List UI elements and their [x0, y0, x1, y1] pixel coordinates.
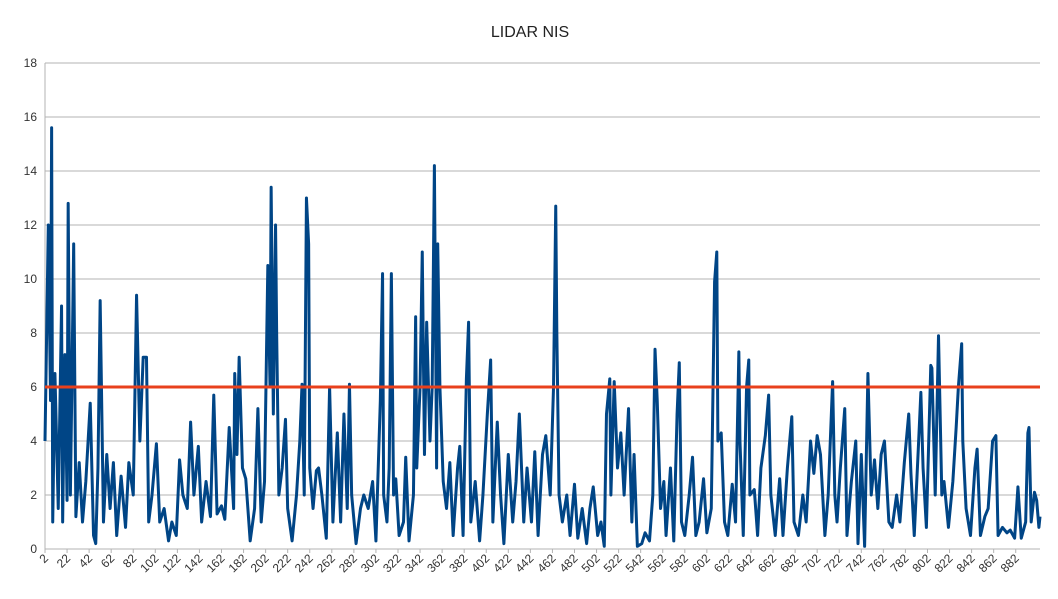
y-tick-label: 10 [24, 272, 38, 286]
x-tick-label: 462 [534, 551, 558, 575]
x-tick-label: 2 [36, 551, 51, 566]
x-tick-label: 542 [623, 551, 647, 575]
x-tick-label: 42 [76, 551, 96, 571]
x-tick-label: 622 [711, 551, 735, 575]
x-tick-label: 682 [777, 551, 801, 575]
x-tick-label: 422 [490, 551, 514, 575]
x-tick-label: 642 [733, 551, 757, 575]
x-tick-label: 582 [667, 551, 691, 575]
x-tick-label: 842 [954, 551, 978, 575]
x-tick-label: 122 [159, 551, 183, 575]
x-tick-label: 302 [358, 551, 382, 575]
x-tick-label: 262 [314, 551, 338, 575]
x-tick-label: 342 [402, 551, 426, 575]
y-tick-label: 12 [24, 218, 38, 232]
x-tick-label: 662 [755, 551, 779, 575]
x-tick-label: 402 [468, 551, 492, 575]
x-tick-label: 142 [181, 551, 205, 575]
plot [43, 126, 1042, 548]
x-tick-label: 82 [120, 551, 140, 571]
y-tick-label: 2 [30, 488, 37, 502]
x-tick-label: 502 [579, 551, 603, 575]
chart-title: LIDAR NIS [491, 24, 569, 41]
y-tick-label: 6 [30, 380, 37, 394]
x-tick-label: 22 [54, 551, 74, 571]
x-tick-label: 602 [689, 551, 713, 575]
x-tick-label: 742 [843, 551, 867, 575]
x-tick-label: 782 [887, 551, 911, 575]
data-line [43, 126, 1042, 548]
x-tick-label: 282 [336, 551, 360, 575]
x-tick-label: 202 [248, 551, 272, 575]
x-tick-label: 62 [98, 551, 118, 571]
x-tick-label: 362 [424, 551, 448, 575]
x-tick-label: 322 [380, 551, 404, 575]
x-tick-label: 382 [446, 551, 470, 575]
x-tick-label: 722 [821, 551, 845, 575]
y-tick-label: 0 [30, 542, 37, 556]
x-tick-label: 862 [976, 551, 1000, 575]
y-tick-label: 14 [24, 164, 38, 178]
x-tick-label: 242 [292, 551, 316, 575]
x-tick-label: 222 [270, 551, 294, 575]
y-tick-label: 16 [24, 110, 38, 124]
x-tick-label: 822 [932, 551, 956, 575]
x-tick-label: 102 [137, 551, 161, 575]
y-tick-label: 18 [24, 56, 38, 70]
y-tick-label: 8 [30, 326, 37, 340]
x-tick-label: 442 [512, 551, 536, 575]
x-tick-label: 162 [204, 551, 228, 575]
x-tick-label: 522 [601, 551, 625, 575]
x-tick-label: 562 [645, 551, 669, 575]
x-tick-label: 882 [998, 551, 1022, 575]
x-tick-label: 182 [226, 551, 250, 575]
x-tick-label: 762 [865, 551, 889, 575]
x-tick-label: 802 [910, 551, 934, 575]
x-tick-label: 702 [799, 551, 823, 575]
y-tick-label: 4 [30, 434, 37, 448]
x-tick-label: 482 [557, 551, 581, 575]
